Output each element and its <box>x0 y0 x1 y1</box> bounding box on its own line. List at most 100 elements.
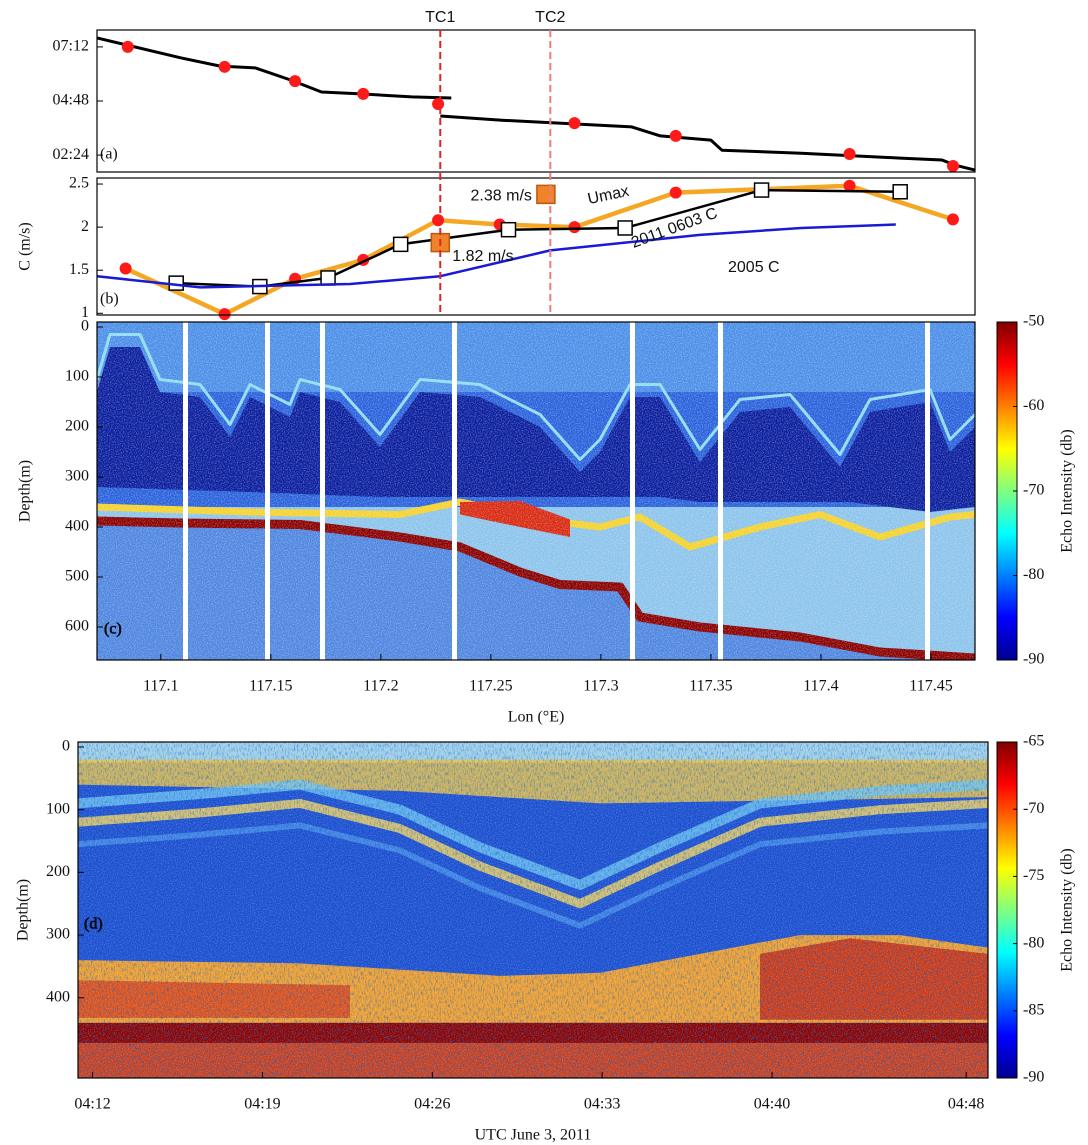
colorbar-tick-label: -50 <box>1023 313 1044 330</box>
x-tick-label: 04:48 <box>948 1096 984 1113</box>
series-line <box>96 36 976 172</box>
x-tick-label: 117.2 <box>363 678 398 695</box>
data-point <box>843 147 856 160</box>
colorbar <box>996 741 1018 1079</box>
data-point <box>946 159 959 172</box>
data-point <box>218 308 231 321</box>
data-point <box>669 186 682 199</box>
y-tick-label: 1.5 <box>69 261 89 278</box>
series-line <box>96 223 896 289</box>
y-tick-label: 0 <box>62 738 70 755</box>
panel-label: (d) <box>84 916 103 933</box>
data-gap <box>183 322 188 660</box>
data-point <box>119 262 132 275</box>
colorbar-tick-label: -85 <box>1023 1001 1044 1018</box>
value-label: 1.82 m/s <box>452 248 513 265</box>
series-line <box>176 188 901 288</box>
data-point <box>218 60 231 73</box>
colorbar-label: Echo Intensity (db) <box>1059 848 1076 972</box>
series-label: Umax <box>586 183 630 208</box>
x-tick-label: 117.25 <box>469 678 512 695</box>
y-tick-label: 400 <box>46 988 70 1005</box>
colorbar-tick-label: -75 <box>1023 867 1044 884</box>
plot-frame <box>96 177 976 316</box>
data-point <box>843 179 856 192</box>
x-axis-label: Lon (°E) <box>508 709 565 726</box>
data-gap <box>320 322 325 660</box>
y-tick-label: 2.5 <box>69 175 89 192</box>
data-gap <box>630 322 635 660</box>
y-tick-label: 200 <box>65 418 89 435</box>
data-gap <box>452 322 457 660</box>
data-gap <box>265 322 270 660</box>
x-axis-label: UTC June 3, 2011 <box>475 1127 592 1144</box>
reference-label: TC2 <box>535 9 565 26</box>
y-tick-label: 1 <box>81 304 89 321</box>
colorbar-tick-label: -70 <box>1023 800 1044 817</box>
reference-label: TC1 <box>425 9 455 26</box>
y-tick-label: 400 <box>65 518 89 535</box>
data-point <box>617 220 633 236</box>
data-point <box>946 213 959 226</box>
x-tick-label: 117.4 <box>803 678 838 695</box>
series-line <box>124 183 954 317</box>
y-tick-label: 300 <box>65 468 89 485</box>
y-tick-label: 100 <box>65 368 89 385</box>
data-point <box>432 214 445 227</box>
data-point <box>536 184 556 205</box>
data-point <box>320 270 336 286</box>
colorbar-label: Echo Intensity (db) <box>1059 429 1076 553</box>
echogram-noise <box>97 322 975 660</box>
data-point <box>432 98 445 111</box>
y-axis-label: C (m/s) <box>17 222 34 270</box>
series-label: 2011 0603 C <box>629 205 720 252</box>
data-point <box>357 87 370 100</box>
data-gap <box>925 322 930 660</box>
y-tick-label: 200 <box>46 863 70 880</box>
x-tick-label: 117.1 <box>143 678 178 695</box>
x-tick-label: 117.35 <box>689 678 732 695</box>
x-tick-label: 04:33 <box>584 1096 620 1113</box>
data-gap <box>718 322 723 660</box>
y-tick-label: 0 <box>81 318 89 335</box>
x-tick-label: 117.3 <box>583 678 618 695</box>
colorbar-tick-label: -65 <box>1023 733 1044 750</box>
y-tick-label: 100 <box>46 800 70 817</box>
y-tick-label: 04:48 <box>53 92 89 109</box>
colorbar-tick-label: -70 <box>1023 482 1044 499</box>
x-tick-label: 04:26 <box>414 1096 450 1113</box>
echogram-noise <box>78 742 988 1078</box>
value-label: 2.38 m/s <box>471 188 532 205</box>
x-tick-label: 04:19 <box>244 1096 280 1113</box>
y-tick-label: 2 <box>81 218 89 235</box>
x-tick-label: 04:12 <box>74 1096 110 1113</box>
y-axis-label: Depth(m) <box>15 879 32 941</box>
y-tick-label: 500 <box>65 568 89 585</box>
colorbar-tick-label: -80 <box>1023 566 1044 583</box>
data-point <box>121 40 134 53</box>
series-label: 2005 C <box>728 259 780 276</box>
plot-frame <box>96 321 976 661</box>
y-tick-label: 300 <box>46 926 70 943</box>
y-tick-label: 600 <box>65 618 89 635</box>
panel-label: (b) <box>100 291 119 308</box>
colorbar-tick-label: -90 <box>1023 651 1044 668</box>
echogram <box>78 742 988 1078</box>
x-tick-label: 117.15 <box>249 678 292 695</box>
plot-frame <box>96 29 976 173</box>
data-point <box>892 184 908 200</box>
plot-frame <box>77 741 989 1079</box>
data-point <box>568 117 581 130</box>
data-point <box>753 182 770 198</box>
data-point <box>568 221 581 234</box>
panel-label: (a) <box>100 146 118 163</box>
colorbar-tick-label: -80 <box>1023 934 1044 951</box>
x-tick-label: 117.45 <box>909 678 952 695</box>
y-axis-label: Depth(m) <box>17 460 34 522</box>
colorbar-tick-label: -90 <box>1023 1069 1044 1086</box>
colorbar-tick-label: -60 <box>1023 397 1044 414</box>
y-tick-label: 07:12 <box>53 38 89 55</box>
data-point <box>392 236 409 253</box>
echogram <box>97 322 975 660</box>
